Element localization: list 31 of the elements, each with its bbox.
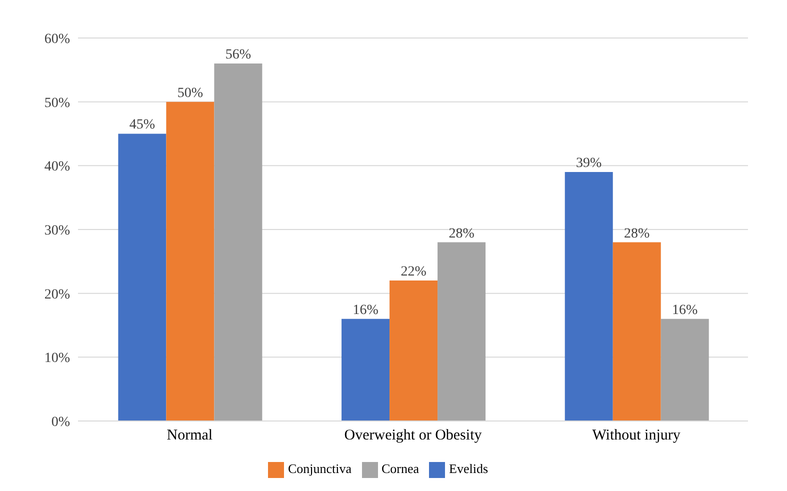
x-tick-label: Overweight or Obesity bbox=[344, 428, 482, 444]
y-tick-label: 30% bbox=[44, 223, 70, 238]
bar bbox=[438, 242, 486, 421]
bar bbox=[390, 280, 438, 421]
legend-label: Conjunctiva bbox=[288, 460, 352, 476]
y-tick-label: 60% bbox=[44, 32, 70, 47]
y-tick-label: 40% bbox=[44, 160, 70, 175]
bar bbox=[660, 318, 709, 421]
x-tick-label: Normal bbox=[166, 428, 213, 444]
y-tick-label: 0% bbox=[51, 414, 70, 430]
data-label: 39% bbox=[576, 156, 602, 172]
data-label: 16% bbox=[672, 302, 698, 318]
bar bbox=[564, 172, 613, 421]
data-label: 16% bbox=[352, 302, 379, 318]
y-tick-label: 50% bbox=[44, 96, 70, 111]
data-label: 28% bbox=[624, 226, 650, 242]
y-tick-label: 10% bbox=[44, 351, 70, 366]
legend-label: Evelids bbox=[449, 460, 488, 476]
bar bbox=[612, 242, 661, 421]
x-tick-label: Without injury bbox=[592, 428, 681, 444]
legend-label: Cornea bbox=[382, 460, 420, 476]
data-label: 56% bbox=[225, 48, 252, 63]
y-tick-label: 20% bbox=[44, 287, 70, 302]
bar bbox=[214, 64, 262, 421]
data-label: 22% bbox=[400, 264, 427, 280]
bar bbox=[118, 134, 166, 421]
bar bbox=[342, 318, 390, 421]
data-label: 50% bbox=[177, 86, 204, 101]
bar bbox=[166, 102, 214, 421]
data-label: 28% bbox=[448, 226, 475, 242]
data-label: 45% bbox=[129, 118, 156, 133]
